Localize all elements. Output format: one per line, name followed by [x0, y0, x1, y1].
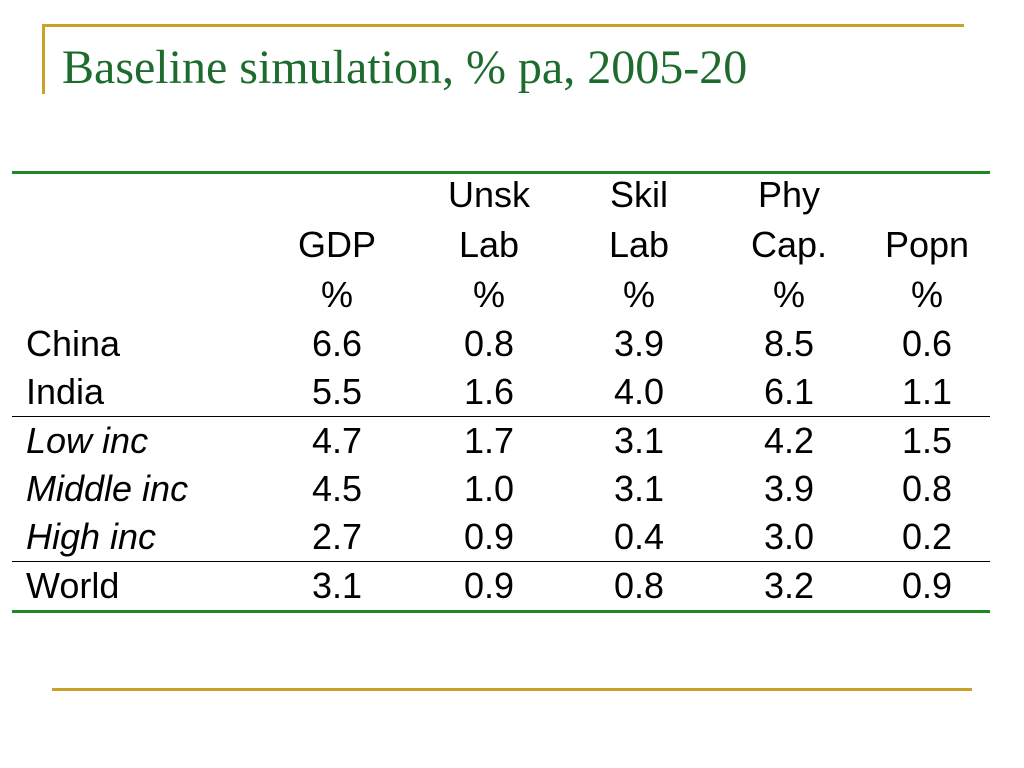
- table-cell: 0.8: [613, 565, 665, 606]
- table-top-rule: [12, 171, 990, 174]
- table-row-middle-inc: Middle inc 4.5 1.0 3.1 3.9 0.8: [12, 465, 990, 513]
- table-divider: [12, 561, 990, 562]
- slide-title: Baseline simulation, % pa, 2005-20: [62, 41, 748, 94]
- table-cell: 3.2: [763, 565, 815, 606]
- table-cell: 5.5: [311, 371, 363, 412]
- table-divider: [12, 416, 990, 417]
- table-row-low-inc: Low inc 4.7 1.7 3.1 4.2 1.5: [12, 417, 990, 465]
- row-label: China: [26, 323, 121, 364]
- table-row-india: India 5.5 1.6 4.0 6.1 1.1: [12, 368, 990, 416]
- row-label: World: [26, 565, 120, 606]
- table-cell: 8.5: [763, 323, 815, 364]
- table-cell: 2.7: [311, 516, 363, 557]
- table-cell: 0.8: [901, 468, 953, 509]
- data-table: GDP % Unsk Lab % Skil Lab % Phy Cap. % P…: [12, 171, 990, 613]
- table-cell: 4.2: [763, 420, 815, 461]
- table-cell: 0.9: [463, 516, 515, 557]
- table-bottom-rule: [12, 610, 990, 613]
- row-label: India: [26, 371, 105, 412]
- table-row-world: World 3.1 0.9 0.8 3.2 0.9: [12, 562, 990, 610]
- table-cell: 4.0: [613, 371, 665, 412]
- table-cell: 3.1: [613, 420, 665, 461]
- table-cell: 6.1: [763, 371, 815, 412]
- table-cell: 3.1: [311, 565, 363, 606]
- decorative-bottom-rule: [52, 688, 972, 691]
- table-cell: 0.2: [901, 516, 953, 557]
- table-cell: 1.0: [463, 468, 515, 509]
- row-label: Middle inc: [26, 468, 189, 509]
- table-cell: 4.5: [311, 468, 363, 509]
- table-cell: 0.8: [463, 323, 515, 364]
- table-header-row: GDP % Unsk Lab % Skil Lab % Phy Cap. % P…: [12, 174, 990, 320]
- table-cell: 3.9: [763, 468, 815, 509]
- table-cell: 1.5: [901, 420, 953, 461]
- column-header-unsk-lab: Unsk Lab %: [447, 174, 531, 315]
- table-cell: 6.6: [311, 323, 363, 364]
- column-header-gdp: GDP %: [297, 224, 376, 315]
- row-label: Low inc: [26, 420, 149, 461]
- table-cell: 1.7: [463, 420, 515, 461]
- table-cell: 1.6: [463, 371, 515, 412]
- table-cell: 4.7: [311, 420, 363, 461]
- column-header-skil-lab: Skil Lab %: [608, 174, 670, 315]
- table-cell: 0.9: [463, 565, 515, 606]
- column-header-popn: Popn %: [884, 224, 970, 315]
- decorative-top-rule: [42, 24, 964, 27]
- table-cell: 0.9: [901, 565, 953, 606]
- table-row-high-inc: High inc 2.7 0.9 0.4 3.0 0.2: [12, 513, 990, 561]
- table-cell: 3.0: [763, 516, 815, 557]
- decorative-left-rule: [42, 24, 45, 94]
- table-cell: 0.4: [613, 516, 665, 557]
- table-cell: 1.1: [901, 371, 953, 412]
- table-cell: 3.1: [613, 468, 665, 509]
- column-header-phy-cap: Phy Cap. %: [750, 174, 828, 315]
- table-row-china: China 6.6 0.8 3.9 8.5 0.6: [12, 320, 990, 368]
- row-label: High inc: [26, 516, 157, 557]
- table-cell: 0.6: [901, 323, 953, 364]
- table-cell: 3.9: [613, 323, 665, 364]
